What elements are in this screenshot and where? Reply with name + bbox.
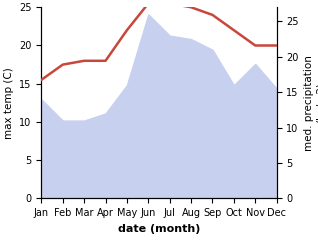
Y-axis label: max temp (C): max temp (C)	[3, 67, 14, 139]
X-axis label: date (month): date (month)	[118, 224, 200, 234]
Y-axis label: med. precipitation
(kg/m2): med. precipitation (kg/m2)	[304, 55, 318, 151]
